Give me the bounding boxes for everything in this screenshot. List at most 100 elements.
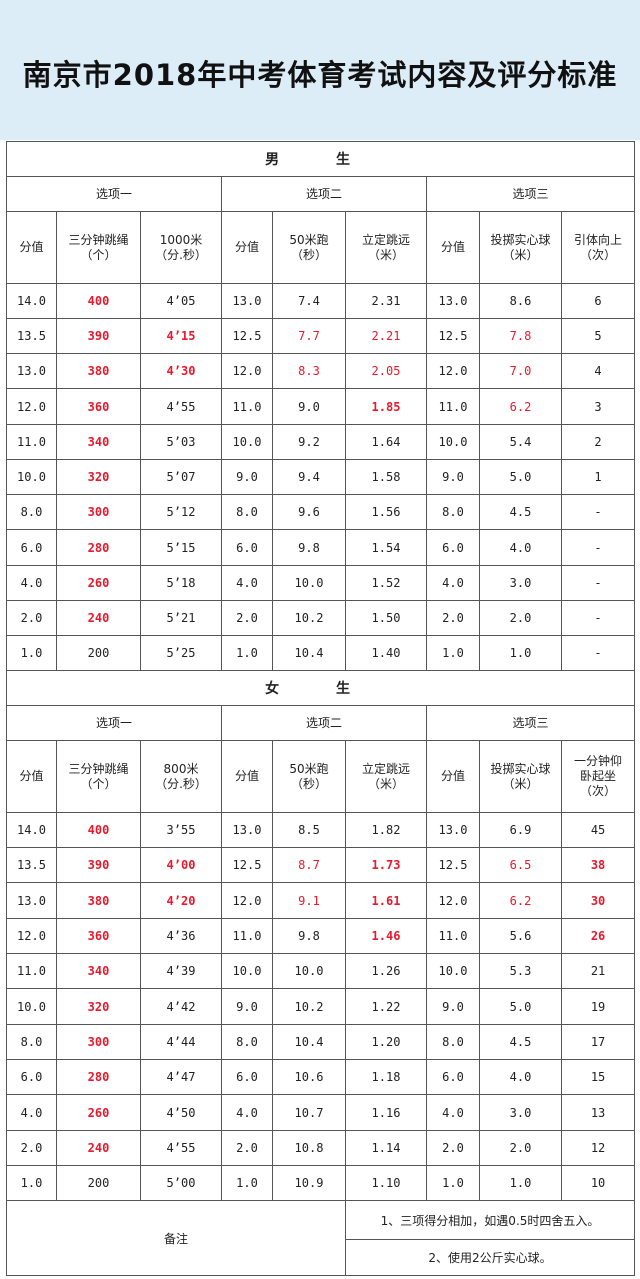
table-row: 10.0 320 4’42 9.0 10.2 1.22 9.0 5.0 19 (6, 988, 636, 1025)
column-header-line: 分值 (19, 769, 44, 783)
column-header-line: 投掷实心球 (490, 232, 551, 247)
table-cell: 10.9 (272, 1165, 346, 1201)
table-cell: 1.0 (426, 635, 480, 671)
table-cell: 1.50 (345, 600, 427, 636)
table-cell: 11.0 (221, 918, 273, 954)
column-header-line: 分值 (440, 240, 465, 254)
column-header-line: 分值 (19, 240, 44, 254)
table-cell: 11.0 (6, 953, 57, 989)
table-cell: 1.0 (479, 635, 562, 671)
section-row: 男 生 (5, 141, 636, 177)
table-row: 2.0 240 5’21 2.0 10.2 1.50 2.0 2.0- (6, 600, 636, 636)
table-cell: 1.46 (345, 918, 427, 954)
table-row: 1.0 200 5’25 1.0 10.4 1.40 1.0 1.0- (6, 635, 636, 671)
table-cell: 9.1 (272, 882, 346, 919)
column-header-line: 50米跑 (289, 761, 329, 776)
table-cell: 1.16 (345, 1094, 427, 1131)
table-cell: 10.2 (272, 988, 346, 1025)
column-header-line: （米） (502, 247, 539, 262)
table-cell: 1.61 (345, 882, 427, 919)
column-header-line: （次） (580, 784, 617, 798)
table-cell: 12.0 (426, 882, 480, 919)
column-header-line: 引体向上 (574, 232, 623, 247)
table-cell: 260 (56, 565, 141, 601)
table-cell: 4.0 (6, 1094, 57, 1131)
column-header-line: （秒） (290, 247, 327, 262)
table-cell: 13.0 (426, 283, 480, 319)
column-header: 投掷实心球 （米） (479, 211, 562, 284)
column-header-row: 分值 三分钟跳绳 （个） 1000米 （分.秒） 分值 50米跑 （秒） 立定跳远 （米） 分值 投掷… (6, 211, 636, 284)
table-cell: 320 (56, 988, 141, 1025)
table-cell: 340 (56, 424, 141, 460)
table-cell: 12.0 (221, 882, 273, 919)
table-cell: 240 (56, 1130, 141, 1166)
table-cell: 8.6 (479, 283, 562, 319)
table-row: 12.0 360 4’36 11.0 9.8 1.46 11.0 5.6 26 (6, 918, 636, 954)
table-cell: 4.0 (221, 1094, 273, 1131)
table-cell: 10.6 (272, 1059, 346, 1095)
table-cell: 11.0 (426, 918, 480, 954)
option-label: 选项三 (425, 176, 636, 212)
table-cell: 1.26 (345, 953, 427, 989)
column-header: 分值 (221, 211, 273, 284)
table-row: 13.0 380 4’30 12.0 8.3 2.05 12.0 7.0 4 (6, 353, 636, 389)
title-banner: 南京市2018年中考体育考试内容及评分标准 (0, 0, 640, 140)
table-cell: 390 (56, 847, 141, 883)
table-cell: 6.0 (426, 529, 480, 566)
option-label: 选项一 (6, 705, 222, 741)
table-cell: 2.0 (426, 600, 480, 636)
table-cell: 5’25 (140, 635, 222, 671)
table-cell: 6 (560, 283, 636, 319)
table-cell: 4’50 (140, 1094, 222, 1131)
table-cell: 3.0 (479, 565, 562, 601)
table-cell: 26 (560, 918, 636, 954)
table-cell: 21 (560, 953, 636, 989)
table-row: 11.0 340 4’39 10.0 10.0 1.26 10.0 5.3 21 (6, 953, 636, 989)
table-cell: 14.0 (6, 812, 57, 848)
column-header: 分值 (426, 211, 480, 284)
table-cell: 10.0 (221, 953, 273, 989)
table-cell: 380 (56, 882, 141, 919)
table-cell: 9.0 (426, 988, 480, 1025)
table-cell: 9.2 (272, 424, 346, 460)
table-cell: 8.0 (6, 494, 57, 530)
table-cell: 10.8 (272, 1130, 346, 1166)
table-cell: 4.0 (479, 1059, 562, 1095)
table-cell: 8.0 (6, 1024, 57, 1060)
column-header-line: 一分钟仰 (574, 754, 623, 768)
table-cell: 10.0 (6, 988, 57, 1025)
table-row: 1.0 200 5’00 1.0 10.9 1.10 1.0 1.0 10 (6, 1165, 636, 1201)
column-header-line: 三分钟跳绳 (68, 761, 129, 776)
table-cell: 6.0 (221, 529, 273, 566)
table-cell: 5.0 (479, 988, 562, 1025)
table-cell: 400 (56, 283, 141, 319)
table-cell: 8.7 (272, 847, 346, 883)
table-cell: 6.2 (479, 388, 562, 425)
column-header: 引体向上 （次） (560, 211, 636, 284)
table-cell: 9.8 (272, 529, 346, 566)
table-cell: 3.0 (479, 1094, 562, 1131)
table-cell: - (560, 635, 636, 671)
note-item: 2、使用2公斤实心球。 (344, 1239, 636, 1276)
table-cell: 4’42 (140, 988, 222, 1025)
table-row: 12.0 360 4’55 11.0 9.0 1.85 11.0 6.2 3 (6, 388, 636, 425)
table-cell: 200 (56, 635, 141, 671)
table-cell: 1.0 (426, 1165, 480, 1201)
table-cell: 2.0 (479, 600, 562, 636)
column-header-line: 分值 (234, 769, 259, 783)
score-table-body: 男 生选项一 选项二 选项三 分值 三分钟跳绳 （个） 1000米 （分.秒） 分值 50米跑 （秒… (5, 141, 636, 1276)
table-cell: 6.2 (479, 882, 562, 919)
column-header-line: 分值 (234, 240, 259, 254)
column-header: 三分钟跳绳 （个） (56, 211, 141, 284)
table-cell: 13.0 (6, 353, 57, 389)
table-cell: 6.0 (426, 1059, 480, 1095)
column-header: 三分钟跳绳 （个） (56, 740, 141, 813)
section-title: 女 生 (5, 670, 636, 706)
table-cell: 4.0 (426, 1094, 480, 1131)
column-header: 立定跳远 （米） (345, 211, 427, 284)
table-cell: 12.0 (221, 353, 273, 389)
table-cell: 1.0 (479, 1165, 562, 1201)
table-cell: 280 (56, 1059, 141, 1095)
table-row: 6.0 280 5’15 6.0 9.8 1.54 6.0 4.0- (6, 529, 636, 566)
column-header: 投掷实心球 （米） (479, 740, 562, 813)
